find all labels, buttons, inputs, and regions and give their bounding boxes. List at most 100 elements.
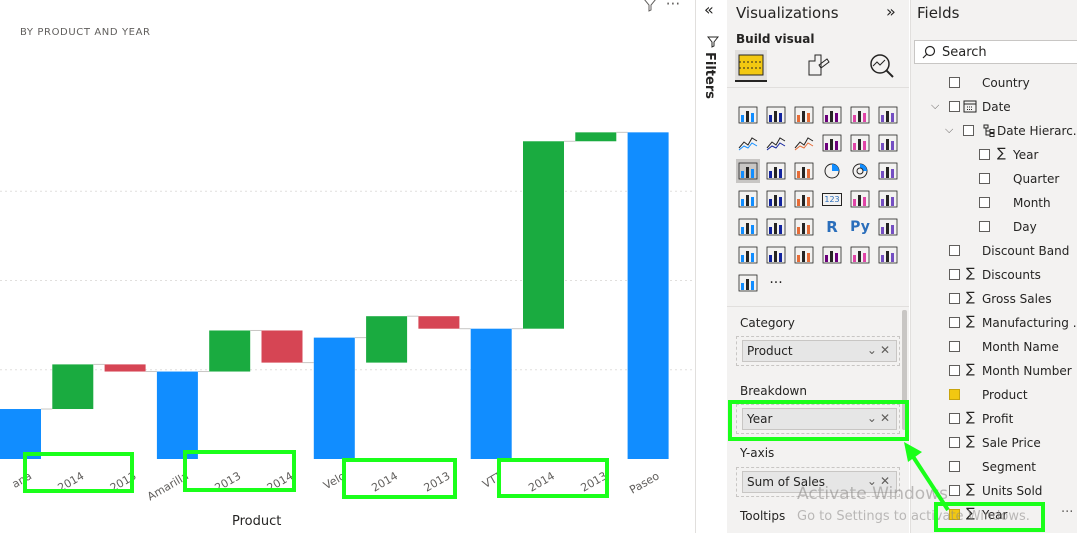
- field-item[interactable]: ∑ Gross Sales: [911, 288, 1077, 310]
- field-item[interactable]: Product: [911, 384, 1077, 406]
- waterfall-bar-increase[interactable]: [366, 316, 408, 363]
- more-options-icon[interactable]: ···: [665, 0, 681, 13]
- paginated-report-icon[interactable]: [820, 243, 844, 267]
- more-visuals-icon[interactable]: ···: [764, 271, 788, 295]
- azure-map-icon[interactable]: [792, 187, 816, 211]
- waterfall-bar-increase[interactable]: [52, 364, 94, 410]
- field-checkbox[interactable]: [949, 485, 960, 496]
- filters-pane-collapsed[interactable]: «: [696, 0, 727, 533]
- field-checkbox[interactable]: [949, 413, 960, 424]
- line-chart-icon[interactable]: [736, 131, 760, 155]
- field-checkbox[interactable]: [949, 269, 960, 280]
- slicer-icon[interactable]: [736, 215, 760, 239]
- waterfall-bar-increase[interactable]: [523, 141, 564, 329]
- filters-label[interactable]: Filters: [702, 52, 717, 99]
- python-visual-icon[interactable]: Py: [848, 215, 872, 239]
- waterfall-bar-total[interactable]: [470, 328, 512, 459]
- area-chart-icon[interactable]: [764, 131, 788, 155]
- qa-icon[interactable]: [764, 243, 788, 267]
- smart-narrative-icon[interactable]: [792, 243, 816, 267]
- donut-chart-icon[interactable]: [848, 159, 872, 183]
- double-chevron-left-icon[interactable]: «: [704, 0, 714, 19]
- filled-map-icon[interactable]: [764, 187, 788, 211]
- field-checkbox[interactable]: [979, 197, 990, 208]
- arcgis-map-icon[interactable]: [848, 243, 872, 267]
- field-item[interactable]: ∑ Profit: [911, 408, 1077, 430]
- field-item[interactable]: ∑ Month Number: [911, 360, 1077, 382]
- line-stacked-column-chart-icon[interactable]: [820, 131, 844, 155]
- field-item[interactable]: ⌵ Date: [911, 96, 1077, 118]
- filter-icon[interactable]: [643, 0, 662, 16]
- fields-search-box[interactable]: Search: [914, 40, 1077, 64]
- field-checkbox[interactable]: [949, 245, 960, 256]
- stacked-area-chart-icon[interactable]: [792, 131, 816, 155]
- category-field-pill[interactable]: Product ⌄✕: [742, 340, 897, 362]
- waterfall-bar-decrease[interactable]: [418, 316, 460, 329]
- multi-row-card-icon[interactable]: [848, 187, 872, 211]
- ribbon-chart-icon[interactable]: [876, 131, 900, 155]
- field-item[interactable]: ∑ Year: [911, 144, 1077, 166]
- field-checkbox[interactable]: [949, 437, 960, 448]
- field-checkbox[interactable]: [949, 389, 960, 400]
- decomposition-tree-icon[interactable]: [736, 243, 760, 267]
- 100-stacked-column-chart-icon[interactable]: [876, 103, 900, 127]
- waterfall-bar-increase[interactable]: [209, 330, 251, 372]
- pill-controls[interactable]: ⌄✕: [866, 343, 893, 357]
- chart-visual[interactable]: BY PRODUCT AND YEAR ··· ana 2014 2013 Amari…: [0, 0, 695, 533]
- waterfall-chart-icon[interactable]: [736, 159, 760, 183]
- pill-controls[interactable]: ⌄✕: [866, 411, 893, 425]
- field-item[interactable]: ∑ Year: [911, 504, 1077, 526]
- category-well[interactable]: Product ⌄✕: [736, 336, 900, 366]
- double-chevron-right-icon[interactable]: »: [886, 2, 896, 21]
- map-icon[interactable]: [736, 187, 760, 211]
- waterfall-bar-decrease[interactable]: [104, 364, 146, 372]
- field-item[interactable]: Discount Band: [911, 240, 1077, 262]
- stacked-column-chart-icon[interactable]: [764, 103, 788, 127]
- clustered-column-chart-icon[interactable]: [820, 103, 844, 127]
- table-icon[interactable]: [764, 215, 788, 239]
- field-checkbox[interactable]: [949, 293, 960, 304]
- field-item[interactable]: Quarter: [911, 168, 1077, 190]
- field-checkbox[interactable]: [949, 461, 960, 472]
- power-apps-icon[interactable]: [876, 243, 900, 267]
- waterfall-bar-decrease[interactable]: [261, 330, 303, 363]
- r-script-visual-icon[interactable]: R: [820, 215, 844, 239]
- field-checkbox[interactable]: [979, 221, 990, 232]
- field-checkbox[interactable]: [949, 365, 960, 376]
- key-influencers-icon[interactable]: [876, 215, 900, 239]
- treemap-icon[interactable]: [876, 159, 900, 183]
- field-checkbox[interactable]: [949, 101, 960, 112]
- funnel-chart-icon[interactable]: [764, 159, 788, 183]
- waterfall-bar-total[interactable]: [156, 371, 198, 459]
- card-icon[interactable]: 123: [820, 187, 844, 211]
- field-item[interactable]: Day: [911, 216, 1077, 238]
- pie-chart-icon[interactable]: [820, 159, 844, 183]
- field-item[interactable]: ∑ Manufacturing ...: [911, 312, 1077, 334]
- scrollbar[interactable]: [902, 310, 907, 430]
- 100-stacked-bar-chart-icon[interactable]: [848, 103, 872, 127]
- stacked-bar-chart-icon[interactable]: [736, 103, 760, 127]
- chevron-down-icon[interactable]: ⌵: [931, 99, 940, 112]
- field-checkbox[interactable]: [949, 77, 960, 88]
- waterfall-bar-total[interactable]: [0, 409, 41, 459]
- waterfall-bar-total[interactable]: [627, 132, 669, 459]
- breakdown-well[interactable]: Year ⌄✕: [736, 404, 900, 434]
- field-item[interactable]: Month Name: [911, 336, 1077, 358]
- format-visual-icon[interactable]: [805, 53, 831, 83]
- pill-controls[interactable]: ⌄✕: [866, 474, 893, 488]
- clustered-bar-chart-icon[interactable]: [792, 103, 816, 127]
- matrix-icon[interactable]: [792, 215, 816, 239]
- field-item[interactable]: ∑ Sale Price: [911, 432, 1077, 454]
- field-item[interactable]: ⌵ Date Hierarc...: [911, 120, 1077, 142]
- analytics-icon[interactable]: [869, 53, 895, 83]
- power-automate-icon[interactable]: [736, 271, 760, 295]
- yaxis-well[interactable]: Sum of Sales ⌄✕: [736, 467, 900, 497]
- field-checkbox[interactable]: [979, 149, 990, 160]
- kpi-icon[interactable]: [876, 187, 900, 211]
- field-item[interactable]: Month: [911, 192, 1077, 214]
- chevron-down-icon[interactable]: ⌵: [945, 123, 954, 136]
- waterfall-bar-increase[interactable]: [575, 132, 617, 142]
- field-checkbox[interactable]: [949, 341, 960, 352]
- field-item[interactable]: Country: [911, 72, 1077, 94]
- more-options-icon[interactable]: ···: [1061, 505, 1074, 520]
